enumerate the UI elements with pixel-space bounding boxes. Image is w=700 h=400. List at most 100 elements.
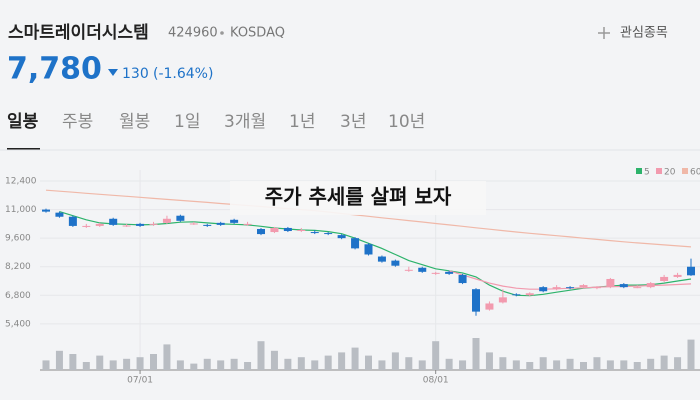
- volume-bar: [257, 341, 265, 370]
- candle-body: [592, 287, 601, 289]
- candle-body: [310, 232, 319, 234]
- volume-bar: [660, 355, 668, 370]
- candle-body: [136, 223, 145, 226]
- volume-bar: [190, 363, 198, 370]
- y-tick-label: 5,400: [5, 319, 31, 329]
- volume-bar: [647, 358, 655, 370]
- volume-bar: [593, 357, 601, 370]
- price: 7,780: [7, 52, 102, 87]
- watch-label[interactable]: 관심종목: [620, 26, 668, 41]
- volume-bar: [82, 362, 90, 370]
- volume-bar: [150, 354, 157, 370]
- volume-bar: [539, 357, 547, 370]
- volume-bar: [485, 352, 493, 370]
- tab[interactable]: 10년: [388, 112, 425, 132]
- candle-body: [418, 267, 427, 272]
- volume-bar: [338, 352, 346, 370]
- candle-body: [162, 218, 171, 223]
- y-tick-label: 9,600: [5, 234, 31, 244]
- tab[interactable]: 주봉: [62, 112, 93, 132]
- candle-body: [377, 256, 386, 262]
- x-tick-label: 08/01: [423, 376, 449, 386]
- candle-body: [68, 216, 77, 226]
- candle-body: [324, 233, 333, 235]
- legend-label: 5: [644, 168, 650, 178]
- volume-bar: [674, 357, 682, 370]
- y-tick-label: 11,000: [5, 205, 37, 215]
- volume-bar: [136, 357, 144, 370]
- candle-body: [646, 283, 655, 288]
- ma-line: [45, 189, 692, 248]
- candle-body: [109, 218, 118, 225]
- volume-bar: [203, 358, 211, 370]
- y-tick-label: 8,200: [5, 262, 31, 272]
- candle-body: [404, 269, 413, 271]
- market: KOSDAQ: [230, 26, 285, 41]
- candle-body: [230, 219, 239, 223]
- volume-bar: [163, 344, 171, 370]
- candle-body: [55, 212, 64, 217]
- candle-body: [485, 303, 494, 310]
- volume-bar: [297, 357, 305, 370]
- candle-body: [203, 224, 212, 226]
- tab[interactable]: 3년: [340, 112, 366, 132]
- volume-bar: [472, 338, 480, 370]
- candle-body: [579, 285, 588, 288]
- candle-body: [673, 274, 682, 277]
- tab[interactable]: 3개월: [224, 112, 266, 132]
- x-tick-label: 07/01: [127, 376, 153, 386]
- volume-bar: [96, 355, 104, 370]
- volume-bar: [499, 357, 507, 370]
- y-tick-label: 6,800: [5, 291, 31, 301]
- volume-bar: [405, 357, 413, 370]
- volume-bar: [244, 362, 252, 370]
- candle-body: [351, 238, 360, 249]
- volume-bar: [365, 355, 372, 370]
- candle-body: [176, 215, 185, 221]
- volume-bar: [620, 360, 628, 370]
- candle-body: [243, 223, 252, 225]
- candle-body: [539, 287, 548, 292]
- annotation: 주가 추세를 살펴 보자: [265, 185, 452, 209]
- tab[interactable]: 1년: [289, 112, 315, 132]
- y-tick-label: 12,400: [5, 177, 37, 187]
- candle-body: [687, 266, 695, 276]
- legend-swatch: [636, 168, 642, 174]
- volume-bar: [311, 360, 319, 370]
- volume-bar: [553, 360, 561, 370]
- volume-bar: [633, 362, 641, 370]
- volume-bar: [566, 358, 574, 370]
- tabs: 일봉 주봉 월봉 1일 3개월 1년 3년 10년: [7, 112, 425, 150]
- candle-body: [498, 297, 507, 303]
- candle-body: [42, 209, 50, 212]
- volume-bar: [418, 360, 426, 370]
- candle-body: [337, 235, 346, 239]
- candle-body: [297, 230, 306, 231]
- candle-body: [283, 227, 292, 232]
- candle-body: [216, 222, 225, 225]
- volume-bar: [55, 350, 63, 370]
- tab[interactable]: 1일: [174, 112, 200, 132]
- volume-bar: [580, 362, 587, 370]
- tab[interactable]: 월봉: [119, 112, 150, 132]
- candle-body: [552, 287, 561, 290]
- volume-bar: [432, 341, 440, 370]
- volume-bar: [69, 354, 77, 370]
- down-arrow: [108, 69, 118, 76]
- candle-body: [149, 223, 158, 225]
- candle-body: [606, 278, 615, 288]
- candle-body: [619, 284, 628, 288]
- candle-body: [458, 274, 467, 284]
- volume-bar: [284, 358, 292, 370]
- volume-bar: [324, 355, 332, 370]
- legend-label: 60: [690, 168, 700, 178]
- candle-body: [270, 227, 279, 233]
- volume-bar: [109, 360, 117, 370]
- price-change: 130: [122, 66, 149, 82]
- legend-label: 20: [664, 168, 676, 178]
- watch-button[interactable]: 관심종목: [598, 26, 668, 41]
- tab[interactable]: 일봉: [7, 112, 39, 132]
- volume-bar: [351, 347, 359, 370]
- volume-bar: [176, 360, 184, 370]
